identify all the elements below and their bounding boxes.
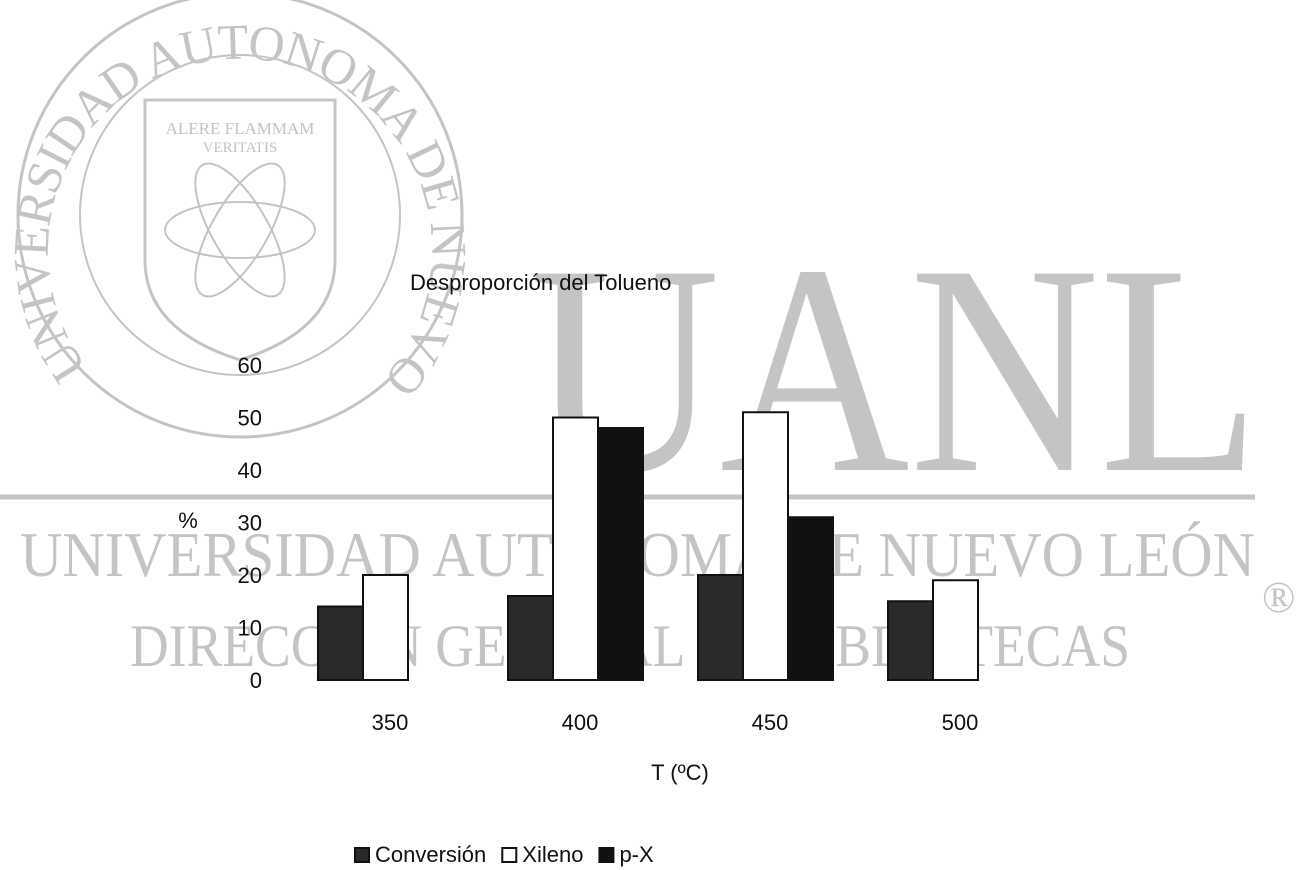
- bar: [552, 416, 599, 681]
- bar: [697, 574, 744, 681]
- x-tick-label: 400: [562, 710, 599, 735]
- legend-label: Conversión: [375, 842, 486, 867]
- bar: [597, 427, 644, 681]
- y-tick-label: 60: [238, 353, 262, 378]
- logo: UANL: [530, 203, 1260, 535]
- x-axis-label: T (ºC): [651, 760, 709, 785]
- y-tick-label: 30: [238, 511, 262, 536]
- registered-mark: ®: [1262, 573, 1295, 622]
- y-tick-label: 50: [238, 406, 262, 431]
- x-tick-label: 450: [752, 710, 789, 735]
- legend-swatch: [598, 847, 615, 863]
- chart: Desproporción del Tolueno T (ºC) % 0 10 20…: [178, 270, 979, 867]
- bar: [787, 516, 834, 681]
- watermark: UNIVERSIDAD AUTONOMA DE NUEVO LEON ALERE…: [0, 0, 1295, 679]
- motto: ALERE FLAMMAM: [166, 119, 315, 138]
- bar: [317, 605, 364, 681]
- seal-atom: [164, 201, 316, 259]
- y-tick-label: 40: [238, 458, 262, 483]
- legend-swatch: [354, 847, 370, 863]
- chart-title: Desproporción del Tolueno: [410, 270, 671, 295]
- legend-label: p-X: [619, 842, 654, 867]
- bar: [742, 411, 789, 681]
- y-axis-label: %: [178, 508, 198, 533]
- y-tick-label: 20: [238, 563, 262, 588]
- x-tick-label: 500: [942, 710, 979, 735]
- seal-inner: [79, 54, 401, 376]
- x-tick-label: 350: [372, 710, 409, 735]
- seal-text-path: UNIVERSIDAD AUTONOMA DE NUEVO LEON: [0, 0, 478, 407]
- bar: [362, 574, 409, 681]
- bar: [507, 595, 554, 681]
- motto: VERITATIS: [203, 140, 278, 156]
- seal-outer: [16, 0, 464, 439]
- bar: [932, 579, 979, 681]
- y-tick-label: 10: [238, 616, 262, 641]
- y-tick-label: 0: [250, 668, 262, 693]
- seal-shield: [143, 98, 337, 362]
- seal-text: UNIVERSIDAD AUTONOMA DE NUEVO LEON: [0, 0, 478, 407]
- seal-atom: [194, 162, 286, 298]
- bar: [887, 600, 934, 681]
- seal-atom: [194, 162, 286, 298]
- legend-swatch: [501, 847, 518, 863]
- legend-label: Xileno: [522, 842, 583, 867]
